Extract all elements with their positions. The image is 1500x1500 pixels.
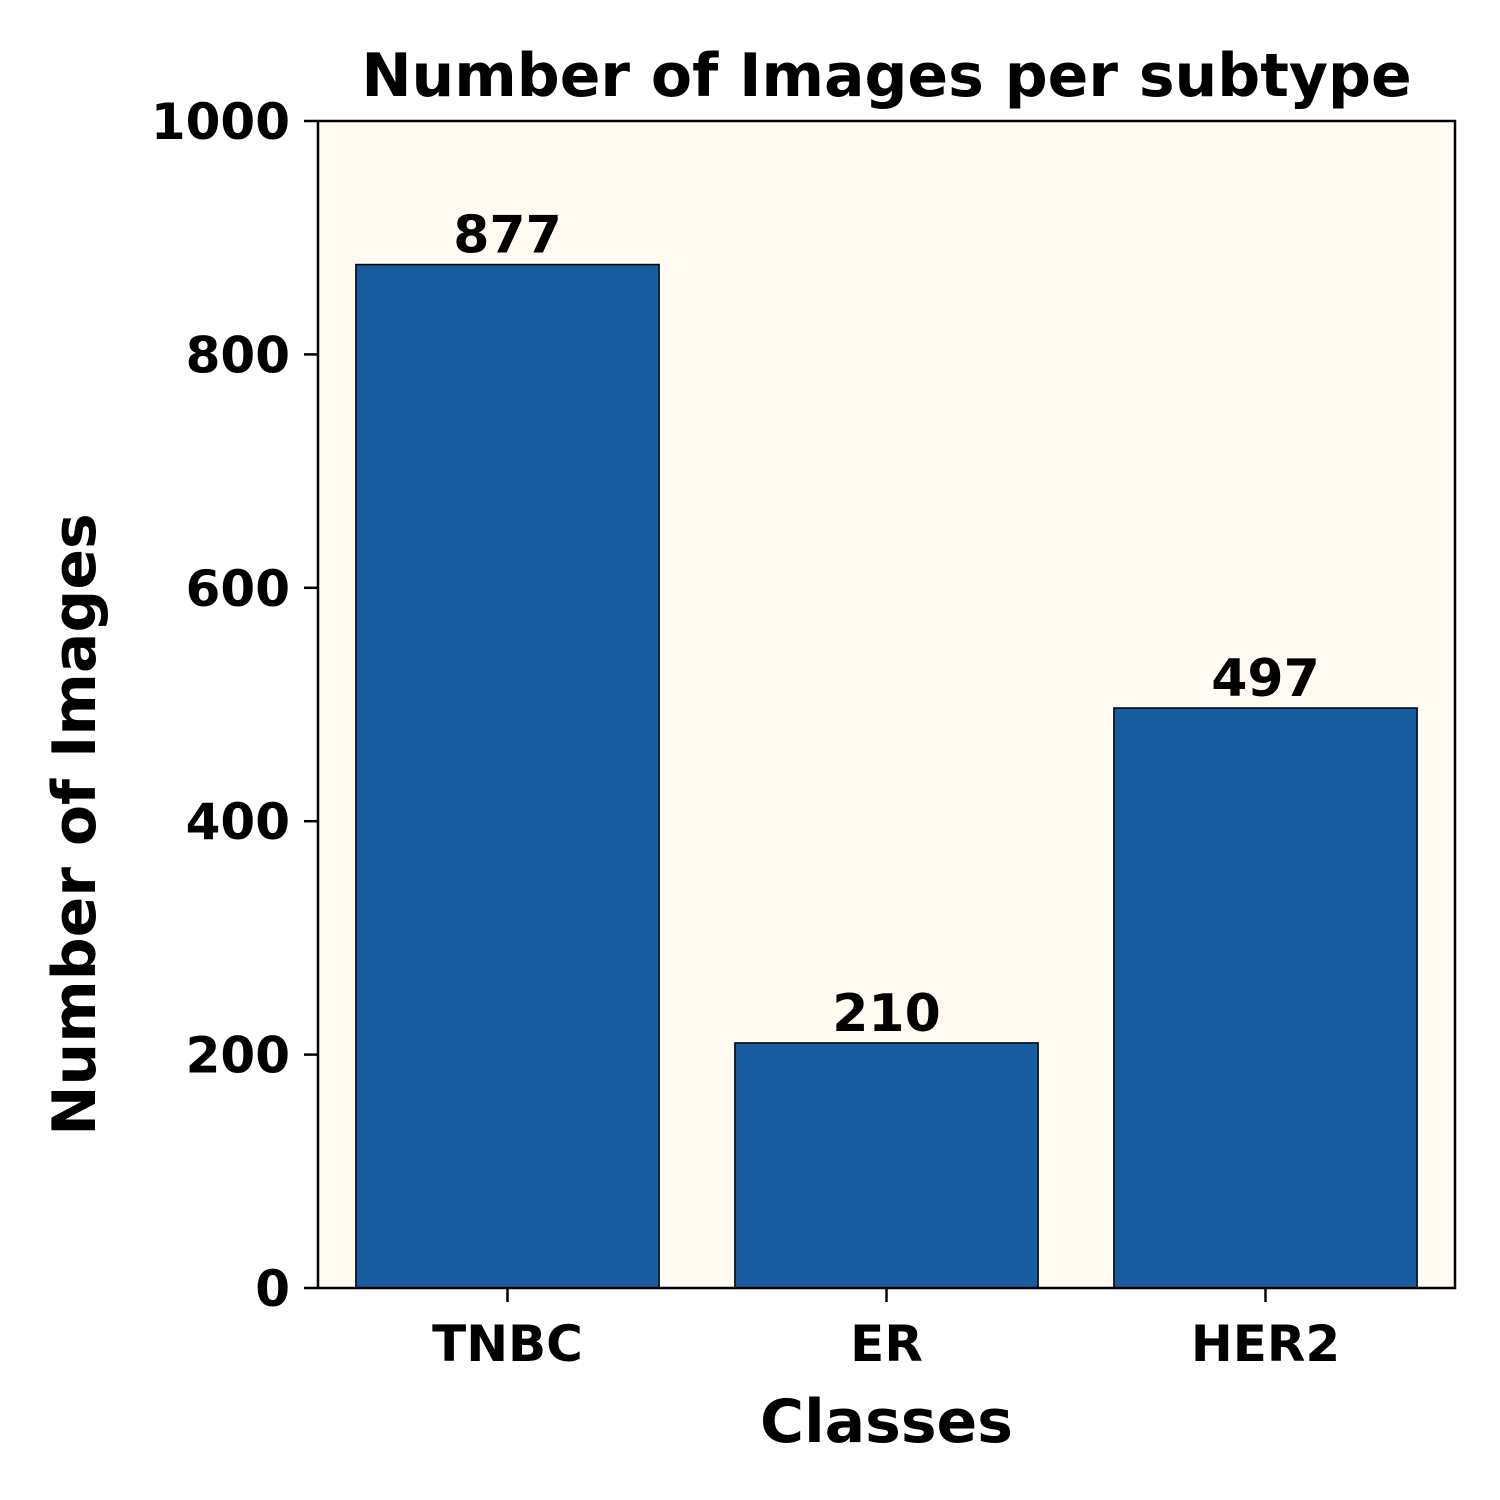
x-axis: TNBC ER HER2: [432, 1288, 1340, 1373]
x-axis-label: Classes: [760, 1387, 1013, 1457]
bar-value-label: 210: [832, 984, 941, 1044]
y-axis: 0 200 400 600 800 1000: [151, 93, 318, 1318]
bar-tnbc: [355, 263, 660, 1289]
bars-group: [355, 263, 1418, 1289]
y-tick-label: 800: [186, 326, 290, 384]
x-tick-label: ER: [850, 1315, 923, 1373]
y-axis-label: Number of Images: [40, 513, 110, 1135]
y-tick-label: 1000: [151, 93, 290, 151]
chart-title: Number of Images per subtype: [361, 41, 1411, 111]
bar-her2: [1113, 707, 1418, 1289]
bar-value-label: 877: [453, 206, 562, 266]
y-tick-label: 200: [186, 1027, 290, 1085]
bar-er: [734, 1042, 1039, 1289]
bar-value-label: 497: [1211, 649, 1320, 709]
y-tick-label: 400: [186, 793, 290, 851]
x-tick-label: HER2: [1191, 1315, 1340, 1373]
y-tick-label: 600: [186, 560, 290, 618]
y-tick-label: 0: [255, 1260, 290, 1318]
x-tick-label: TNBC: [432, 1315, 583, 1373]
bar-labels-group: 877 210 497: [453, 206, 1320, 1044]
